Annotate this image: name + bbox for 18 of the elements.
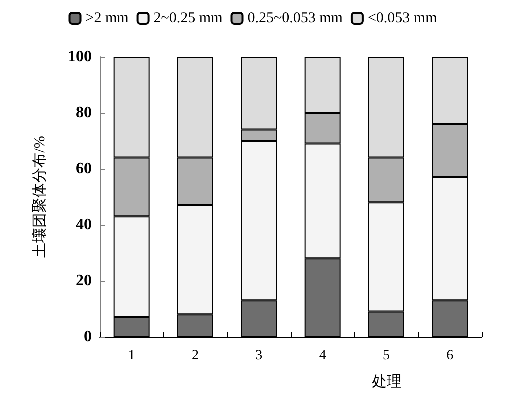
y-tick-label: 60	[76, 160, 92, 178]
x-tick-label: 3	[256, 348, 263, 364]
x-tick-label: 2	[192, 348, 199, 364]
legend-label: 2~0.25 mm	[154, 10, 224, 26]
x-axis-title: 处理	[372, 374, 402, 390]
legend-label: 0.25~0.053 mm	[248, 10, 344, 26]
y-tick-label: 80	[76, 104, 92, 122]
y-tick-label: 20	[76, 272, 92, 290]
x-tick-label: 5	[383, 348, 390, 364]
y-tick-label: 0	[84, 328, 92, 346]
x-tick-label: 4	[319, 348, 326, 364]
y-axis-title: 土壤团聚体分布/%	[32, 136, 48, 258]
y-tick-label: 40	[76, 216, 92, 234]
legend-label: >2 mm	[86, 10, 130, 26]
x-tick-label: 1	[128, 348, 136, 364]
x-tick-label: 6	[446, 348, 454, 364]
legend-label: <0.053 mm	[368, 10, 438, 26]
y-tick-label: 100	[68, 48, 92, 66]
